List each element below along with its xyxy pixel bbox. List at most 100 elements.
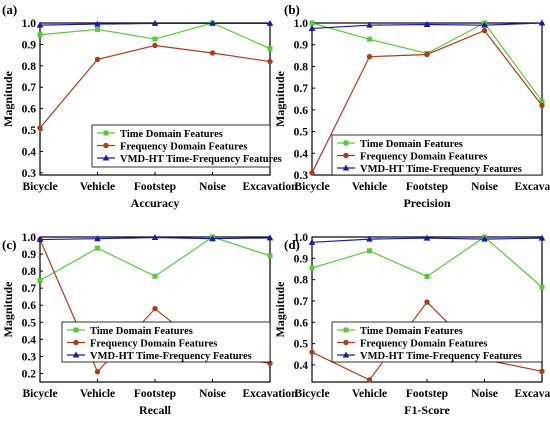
x-axis-title: Accuracy [131,196,180,210]
data-point-frequency-domain [37,125,43,131]
y-tick-label: 0.6 [22,300,37,312]
y-tick-label: 0.3 [294,170,309,182]
chart-panel-4: (d) 0.4 0.5 0.6 0.7 0.8 0.9 1.0 Bicycle Vehicle Fo… [273,232,550,417]
data-point-time-domain [267,46,273,52]
legend-marker-frequency-domain [343,339,349,346]
data-point-vmd-ht [481,235,488,242]
data-point-vmd-ht [266,19,274,26]
chart-panel-3: (c) 0.2 0.3 0.4 0.5 0.6 0.7 0.8 0.9 1.0 Bicycle Veh… [1,232,298,417]
y-tick-label: 0.4 [22,334,37,346]
data-point-frequency-domain [152,42,158,49]
y-tick-label: 0.8 [294,275,309,287]
legend-label-frequency-domain: Frequency Domain Features [120,141,247,152]
legend-label-time-domain: Time Domain Features [360,326,463,337]
legend-label-vmd-ht: VMD-HT Time-Frequency Features [360,351,522,362]
legend-marker-vmd-ht [72,351,80,358]
data-point-vmd-ht [94,235,101,242]
legend-marker-vmd-ht [342,351,350,358]
legend-label-time-domain: Time Domain Features [90,326,193,337]
y-tick-label: 1.0 [22,232,37,244]
x-axis-title: Precision [403,196,450,210]
y-axis-title: Magnitude [273,70,287,127]
y-tick-label: 0.5 [22,317,37,329]
x-tick-label: Excavation [243,388,299,400]
y-tick-label: 1.0 [294,232,309,244]
y-tick-label: 1.0 [22,18,37,30]
legend-box [61,321,271,363]
data-point-vmd-ht [151,19,159,26]
data-point-frequency-domain [424,299,430,305]
data-point-frequency-domain [94,56,101,63]
data-point-vmd-ht [423,234,431,241]
panel-label: (d) [284,237,300,252]
y-tick-label: 0.9 [294,40,309,52]
y-tick-label: 0.3 [22,351,37,363]
legend-marker-frequency-domain [103,142,109,149]
legend-label-vmd-ht: VMD-HT Time-Frequency Features [360,164,522,175]
x-tick-label: Noise [199,388,226,400]
legend-label-frequency-domain: Frequency Domain Features [90,338,217,349]
data-point-vmd-ht [423,21,431,28]
data-point-vmd-ht [366,21,373,28]
data-point-vmd-ht [308,238,316,245]
data-point-time-domain [95,245,100,251]
y-tick-label: 0.6 [22,104,37,116]
x-axis-title: F1-Score [404,403,450,417]
data-point-vmd-ht [538,19,546,26]
panel-label: (a) [2,2,17,17]
data-point-time-domain [367,248,372,254]
y-tick-label: 0.9 [22,249,37,261]
legend-label-frequency-domain: Frequency Domain Features [360,338,487,349]
data-point-time-domain [152,273,158,279]
data-point-time-domain [539,284,545,290]
data-point-vmd-ht [308,24,316,31]
legend-box [331,134,543,176]
y-tick-label: 0.7 [22,283,37,295]
x-tick-label: Noise [471,388,498,400]
data-point-vmd-ht [266,234,274,241]
y-tick-label: 0.6 [294,105,309,117]
data-point-frequency-domain [481,27,488,34]
legend-label-vmd-ht: VMD-HT Time-Frequency Features [120,154,282,165]
data-point-time-domain [37,32,43,38]
y-axis-title: Magnitude [273,281,287,338]
y-tick-label: 0.5 [294,127,309,139]
legend-marker-time-domain [73,327,79,333]
x-tick-label: Vehicle [352,181,387,193]
legend-label-frequency-domain: Frequency Domain Features [360,151,487,162]
data-point-frequency-domain [539,368,545,375]
x-tick-label: Vehicle [80,181,115,193]
data-point-frequency-domain [539,102,545,109]
x-tick-label: Excavation [243,181,299,193]
legend-marker-frequency-domain [73,339,79,346]
y-tick-label: 1.0 [294,18,309,30]
legend-marker-time-domain [343,327,349,333]
x-tick-label: Footstep [406,181,448,193]
x-tick-label: Noise [199,181,226,193]
y-tick-label: 0.4 [22,146,37,158]
x-tick-label: Excavation [515,181,550,193]
legend-marker-time-domain [343,140,349,146]
data-point-time-domain [539,98,545,104]
x-tick-label: Bicycle [22,181,57,193]
series-line-time-domain [311,236,543,288]
x-tick-label: Noise [471,181,498,193]
data-point-time-domain [37,278,43,283]
y-tick-label: 0.2 [22,368,37,380]
data-point-frequency-domain [152,305,158,312]
y-tick-label: 0.4 [294,360,309,372]
series-line-time-domain [311,22,543,102]
y-axis-title: Magnitude [1,70,15,127]
data-point-frequency-domain [94,369,101,375]
x-tick-label: Bicycle [294,388,329,400]
data-point-vmd-ht [151,234,159,241]
data-point-frequency-domain [366,53,373,60]
legend-marker-vmd-ht [102,154,110,161]
series-line-frequency-domain [39,44,271,129]
data-point-frequency-domain [209,50,216,56]
legend-marker-frequency-domain [343,152,349,159]
chart-panel-1: (a) 0.3 0.4 0.5 0.6 0.7 0.8 0.9 1.0 Bicycle Vehicl… [1,2,298,210]
y-tick-label: 0.9 [294,253,309,265]
x-tick-label: Bicycle [294,181,329,193]
